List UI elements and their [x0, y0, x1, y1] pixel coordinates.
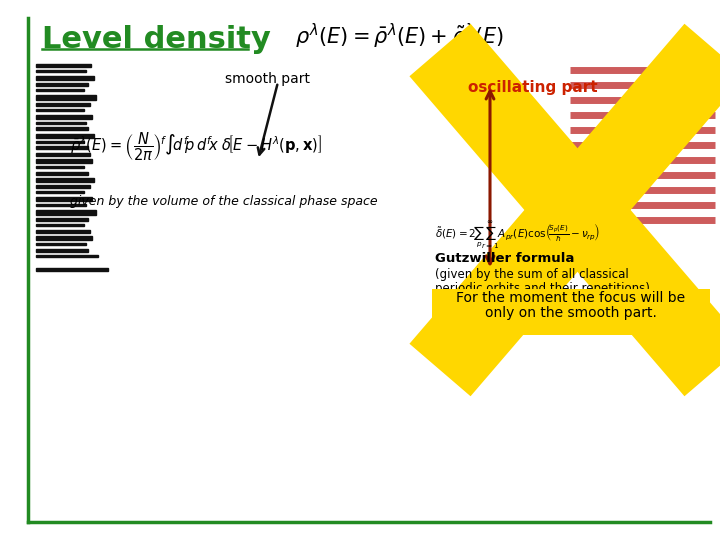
- Bar: [36, 172, 88, 175]
- Bar: [36, 89, 84, 91]
- Bar: [36, 122, 86, 124]
- Text: $\bar{\rho}^\lambda(E)=\left(\dfrac{N}{2\pi}\right)^{\!f}\int\!d^f\!p\,d^f\!x\;\: $\bar{\rho}^\lambda(E)=\left(\dfrac{N}{2…: [70, 130, 323, 163]
- Bar: [36, 255, 98, 257]
- Bar: [36, 243, 86, 245]
- Bar: [36, 197, 92, 201]
- Text: $\tilde{\delta}(E)=2\!\sum_p\!\sum_{r=1}^{\infty}A_{pr}(E)\cos\!\left(\!\frac{S_: $\tilde{\delta}(E)=2\!\sum_p\!\sum_{r=1}…: [435, 220, 600, 251]
- Bar: [36, 134, 94, 138]
- Bar: [36, 153, 90, 156]
- Bar: [36, 249, 88, 252]
- Bar: [36, 76, 94, 80]
- Bar: [36, 127, 88, 130]
- Bar: [36, 103, 90, 106]
- Text: oscillating part: oscillating part: [468, 80, 598, 95]
- Text: periodic orbits and their repetitions): periodic orbits and their repetitions): [435, 282, 650, 295]
- Bar: [36, 224, 84, 226]
- Text: given by the volume of the classical phase space: given by the volume of the classical pha…: [70, 195, 377, 208]
- FancyBboxPatch shape: [432, 289, 710, 335]
- Bar: [36, 141, 84, 143]
- Bar: [36, 70, 86, 72]
- Text: Gutzwiller formula: Gutzwiller formula: [435, 252, 575, 265]
- Bar: [36, 64, 91, 67]
- Bar: [36, 210, 96, 215]
- Text: For the moment the focus will be: For the moment the focus will be: [456, 291, 685, 305]
- Bar: [36, 268, 108, 271]
- Bar: [36, 95, 96, 100]
- Text: $\rho^\lambda(E) = \bar{\rho}^\lambda(E) + \tilde{\rho}^\lambda(E)$: $\rho^\lambda(E) = \bar{\rho}^\lambda(E)…: [295, 22, 504, 51]
- Bar: [36, 109, 84, 111]
- Bar: [36, 204, 86, 206]
- Bar: [36, 230, 90, 233]
- Bar: [36, 178, 94, 182]
- Text: smooth part: smooth part: [225, 72, 310, 86]
- Bar: [36, 146, 88, 149]
- Text: only on the smooth part.: only on the smooth part.: [485, 306, 657, 320]
- Bar: [36, 115, 92, 119]
- Text: (given by the sum of all classical: (given by the sum of all classical: [435, 268, 629, 281]
- Bar: [36, 236, 92, 240]
- Text: Level density: Level density: [42, 25, 271, 54]
- Bar: [36, 159, 92, 163]
- Bar: [36, 185, 90, 188]
- Bar: [36, 83, 88, 86]
- Bar: [36, 218, 88, 221]
- Bar: [36, 191, 84, 193]
- Bar: [36, 166, 84, 168]
